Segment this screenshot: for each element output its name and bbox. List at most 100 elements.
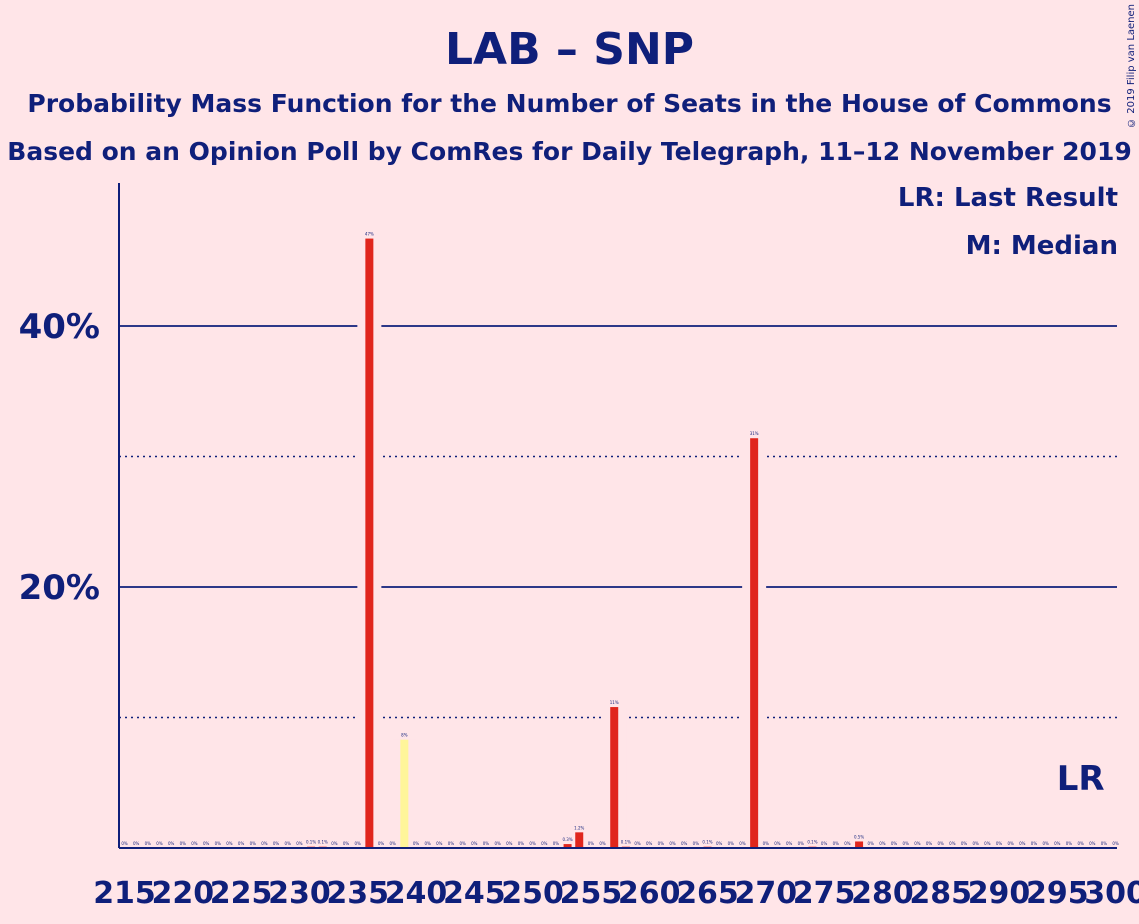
bar-257 <box>610 707 619 848</box>
x-tick-label: 225 <box>210 876 273 911</box>
bar-label-274: 0.1% <box>807 840 817 845</box>
bar-label-241: 0% <box>424 841 431 846</box>
bar-label-244: 0% <box>459 841 466 846</box>
bar-label-296: 0% <box>1066 841 1073 846</box>
bar-label-231: 0.1% <box>306 840 316 845</box>
bar-label-276: 0% <box>833 841 840 846</box>
bar-label-223: 0% <box>215 841 222 846</box>
bar-label-279: 0% <box>868 841 875 846</box>
bar-label-283: 0% <box>914 841 921 846</box>
axes <box>118 183 1117 849</box>
y-tick-label: 40% <box>19 307 100 347</box>
bar-label-285: 0% <box>938 841 945 846</box>
bar-label-284: 0% <box>926 841 933 846</box>
legend-median: M: Median <box>965 231 1118 261</box>
bar-label-252: 0% <box>553 841 560 846</box>
bar-label-292: 0% <box>1019 841 1026 846</box>
last-result-label: LR <box>1057 759 1105 799</box>
chart-subtitle-1: Probability Mass Function for the Number… <box>27 89 1112 118</box>
bar-236 <box>365 238 374 848</box>
bar-label-218: 0% <box>156 841 163 846</box>
bar-label-295: 0% <box>1054 841 1061 846</box>
bar-label-259: 0% <box>634 841 641 846</box>
bar-label-263: 0% <box>681 841 688 846</box>
bar-label-216: 0% <box>133 841 140 846</box>
bar-label-246: 0% <box>483 841 490 846</box>
bar-label-238: 0% <box>390 841 397 846</box>
bar-label-290: 0% <box>996 841 1003 846</box>
x-tick-label: 295 <box>1026 876 1089 911</box>
bar-label-225: 0% <box>238 841 245 846</box>
bar-label-287: 0% <box>961 841 968 846</box>
bar-label-268: 0% <box>739 841 746 846</box>
bar-label-272: 0% <box>786 841 793 846</box>
bar-label-289: 0% <box>984 841 991 846</box>
bar-label-251: 0% <box>541 841 548 846</box>
bar-label-269: 31% <box>750 431 759 436</box>
bar-label-247: 0% <box>494 841 501 846</box>
bar-label-265: 0.1% <box>702 840 712 845</box>
x-tick-label: 250 <box>501 876 564 911</box>
bar-label-253: 0.3% <box>562 837 572 842</box>
bar-label-239: 8% <box>401 733 408 738</box>
bar-label-277: 0% <box>844 841 851 846</box>
bar-label-262: 0% <box>669 841 676 846</box>
bar-label-270: 0% <box>763 841 770 846</box>
bar-label-237: 0% <box>378 841 385 846</box>
x-tick-label: 275 <box>793 876 856 911</box>
bar-label-256: 0% <box>599 841 606 846</box>
x-tick-label: 285 <box>909 876 972 911</box>
bar-label-260: 0% <box>646 841 653 846</box>
bar-label-280: 0% <box>879 841 886 846</box>
bar-label-249: 0% <box>518 841 525 846</box>
bar-label-254: 1.2% <box>574 825 584 830</box>
bar-label-230: 0% <box>296 841 303 846</box>
bar-label-286: 0% <box>949 841 956 846</box>
x-tick-label: 300 <box>1084 876 1139 911</box>
bar-278 <box>855 841 864 848</box>
bar-label-228: 0% <box>273 841 280 846</box>
chart-subtitle-2: Based on an Opinion Poll by ComRes for D… <box>7 137 1132 166</box>
bar-label-229: 0% <box>285 841 292 846</box>
bar-label-299: 0% <box>1101 841 1108 846</box>
y-tick-label: 20% <box>19 568 100 608</box>
bar-label-273: 0% <box>798 841 805 846</box>
bars <box>307 238 864 848</box>
bar-label-300: 0% <box>1112 841 1119 846</box>
bar-label-294: 0% <box>1042 841 1049 846</box>
bar-label-258: 0.1% <box>621 840 631 845</box>
bar-label-297: 0% <box>1077 841 1084 846</box>
bar-label-291: 0% <box>1007 841 1014 846</box>
x-tick-label: 280 <box>851 876 914 911</box>
legend-last-result: LR: Last Result <box>897 183 1118 213</box>
bar-239 <box>400 739 409 848</box>
bar-label-257: 11% <box>610 700 619 705</box>
bar-label-235: 0% <box>355 841 362 846</box>
bar-254 <box>575 832 584 848</box>
bar-label-248: 0% <box>506 841 513 846</box>
chart-title: LAB – SNP <box>444 24 695 75</box>
bar-label-232: 0.1% <box>318 840 328 845</box>
x-tick-label: 260 <box>618 876 681 911</box>
bar-label-242: 0% <box>436 841 443 846</box>
bar-label-234: 0% <box>343 841 350 846</box>
bar-label-278: 0.5% <box>854 834 864 839</box>
gridlines <box>119 325 1117 719</box>
bar-label-226: 0% <box>250 841 257 846</box>
bar-label-220: 0% <box>180 841 187 846</box>
x-tick-label: 235 <box>326 876 389 911</box>
x-tick-label: 265 <box>676 876 739 911</box>
bar-label-227: 0% <box>261 841 268 846</box>
bar-label-267: 0% <box>728 841 735 846</box>
bar-label-221: 0% <box>191 841 198 846</box>
bar-label-266: 0% <box>716 841 723 846</box>
bar-label-250: 0% <box>529 841 536 846</box>
bar-label-293: 0% <box>1031 841 1038 846</box>
bar-253 <box>563 844 572 848</box>
tick-labels: 20%40%2152202252302352402452502552602652… <box>19 307 1139 911</box>
x-tick-label: 290 <box>968 876 1031 911</box>
bar-label-275: 0% <box>821 841 828 846</box>
bar-label-233: 0% <box>331 841 338 846</box>
bar-label-243: 0% <box>448 841 455 846</box>
